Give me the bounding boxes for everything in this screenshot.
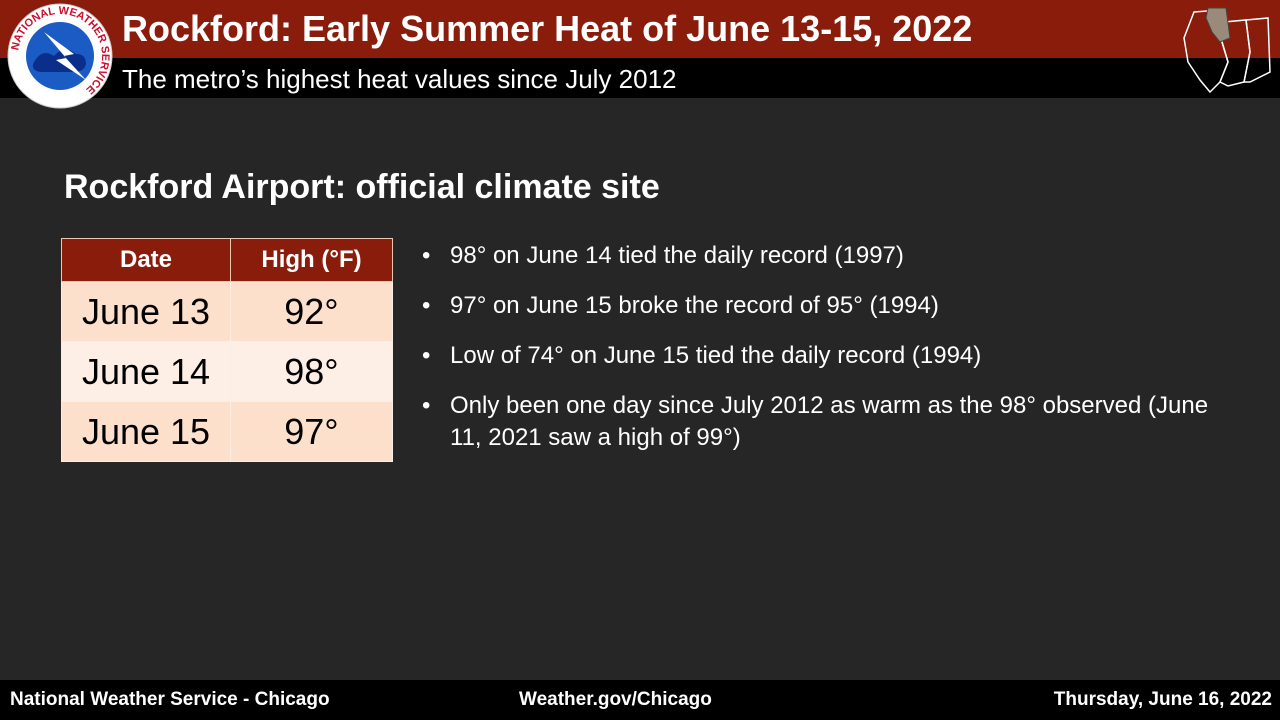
subtitle: The metro’s highest heat values since Ju… (122, 64, 677, 94)
bullet: Only been one day since July 2012 as war… (422, 390, 1222, 454)
column-header: Date (61, 238, 231, 282)
table-cell: 97° (230, 401, 393, 462)
nws-logo: NATIONAL WEATHER SERVICE (7, 3, 113, 109)
header-bar (0, 0, 1280, 58)
bullet: 98° on June 14 tied the daily record (19… (422, 240, 1222, 272)
table-cell: June 15 (61, 401, 231, 462)
section-heading: Rockford Airport: official climate site (64, 168, 660, 206)
bullet: 97° on June 15 broke the record of 95° (… (422, 290, 1222, 322)
footer: National Weather Service - Chicago Weath… (0, 680, 1280, 720)
data-table: Date High (°F) June 13 92° June 14 98° June 1… (61, 238, 393, 462)
subtitle-bar (0, 58, 1280, 98)
table-row: June 15 97° (61, 401, 393, 462)
footer-right: Thursday, June 16, 2022 (1053, 689, 1272, 710)
table-cell: June 13 (61, 281, 231, 342)
title: Rockford: Early Summer Heat of June 13-1… (122, 8, 973, 49)
column-header: High (°F) (230, 238, 393, 282)
region-map (1183, 7, 1271, 94)
footer-left: National Weather Service - Chicago (10, 689, 330, 710)
table-row: June 14 98° (61, 341, 393, 402)
table-cell: June 14 (61, 341, 231, 402)
table-row: June 13 92° (61, 281, 393, 342)
bullet-list: 98° on June 14 tied the daily record (19… (422, 240, 1222, 472)
table-cell: 98° (230, 341, 393, 402)
bullet: Low of 74° on June 15 tied the daily rec… (422, 340, 1222, 372)
footer-center: Weather.gov/Chicago (519, 689, 712, 710)
table-cell: 92° (230, 281, 393, 342)
